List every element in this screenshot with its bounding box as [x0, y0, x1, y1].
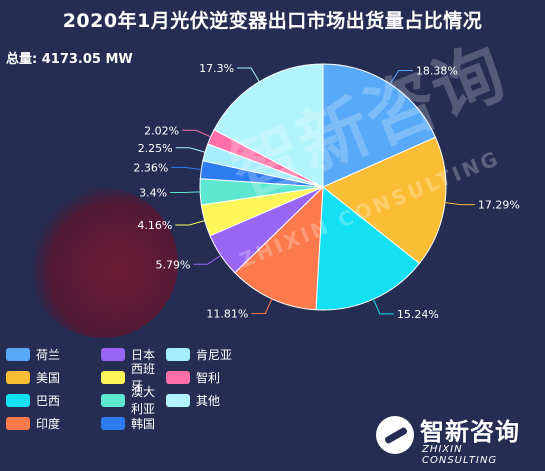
- background-logo-mark: [28, 188, 178, 338]
- data-label-其他: 17.3%: [199, 62, 234, 75]
- chart-title: 2020年1月光伏逆变器出口市场出货量占比情况: [62, 10, 483, 32]
- legend-item-日本[interactable]: 日本: [101, 346, 166, 362]
- legend-swatch: [166, 393, 190, 407]
- legend-swatch: [101, 416, 125, 430]
- legend-label: 印度: [36, 416, 61, 431]
- legend-label: 肯尼亚: [196, 347, 233, 362]
- data-label-荷兰: 18.38%: [416, 65, 458, 78]
- brand-logo-icon: [376, 416, 414, 454]
- legend-swatch: [101, 393, 125, 407]
- legend-label: 韩国: [131, 416, 156, 431]
- legend-item-韩国[interactable]: 韩国: [101, 415, 166, 431]
- legend-item-美国[interactable]: 美国: [6, 369, 101, 385]
- legend-label: 其他: [196, 393, 221, 408]
- legend-swatch: [101, 370, 125, 384]
- legend-label: 澳大利亚: [131, 385, 156, 416]
- data-label-美国: 17.29%: [478, 199, 520, 212]
- leader-line-日本: [193, 254, 222, 265]
- leader-line-韩国: [171, 166, 202, 171]
- data-label-澳大利亚: 3.4%: [139, 187, 167, 200]
- legend-label: 西班牙: [131, 362, 156, 393]
- legend-item-肯尼亚[interactable]: 肯尼亚: [166, 346, 261, 362]
- data-label-智利: 2.02%: [144, 124, 179, 137]
- leader-line-荷兰: [389, 70, 413, 85]
- legend-label: 巴西: [36, 393, 61, 408]
- brand-name-english: ZHIXIN CONSULTING: [422, 444, 498, 466]
- leader-line-巴西: [372, 299, 394, 315]
- legend-swatch: [101, 347, 125, 361]
- data-label-巴西: 15.24%: [397, 308, 439, 321]
- legend-label: 智利: [196, 370, 221, 385]
- legend-label: 荷兰: [36, 347, 61, 362]
- pie-slice-巴西: [315, 186, 421, 311]
- legend-swatch: [6, 347, 30, 361]
- data-label-韩国: 2.36%: [133, 161, 168, 174]
- leader-line-智利: [182, 129, 211, 138]
- legend-item-巴西[interactable]: 巴西: [6, 392, 101, 408]
- legend-item-荷兰[interactable]: 荷兰: [6, 346, 101, 362]
- leader-line-美国: [444, 202, 475, 206]
- legend-item-印度[interactable]: 印度: [6, 415, 101, 431]
- legend-label: 日本: [131, 347, 156, 362]
- legend-item-其他[interactable]: 其他: [166, 392, 261, 408]
- pie-slice-荷兰: [322, 63, 437, 188]
- legend-swatch: [6, 370, 30, 384]
- legend-item-澳大利亚[interactable]: 澳大利亚: [101, 385, 166, 416]
- legend-item-智利[interactable]: 智利: [166, 369, 261, 385]
- data-label-西班牙: 4.16%: [137, 219, 172, 232]
- data-label-日本: 5.79%: [156, 258, 191, 271]
- legend-swatch: [6, 416, 30, 430]
- legend-swatch: [6, 393, 30, 407]
- pie-slice-其他: [213, 63, 324, 188]
- legend-swatch: [166, 347, 190, 361]
- data-label-肯尼亚: 2.25%: [138, 142, 173, 155]
- leader-line-西班牙: [175, 220, 205, 226]
- pie-slice-美国: [322, 136, 447, 265]
- brand-name: 智新咨询: [420, 418, 520, 446]
- total-volume-label: 总量: 4173.05 MW: [6, 52, 133, 67]
- leader-line-其他: [237, 67, 260, 82]
- chart-legend: 荷兰 日本 肯尼亚美国 西班牙 智利巴西 澳大利亚 其他印度 韩国: [6, 346, 266, 431]
- legend-swatch: [166, 370, 190, 384]
- leader-line-澳大利亚: [170, 191, 201, 194]
- brand-logo: 智新咨询 ZHIXIN CONSULTING: [376, 410, 541, 466]
- legend-item-西班牙[interactable]: 西班牙: [101, 362, 166, 393]
- leader-line-印度: [251, 298, 273, 314]
- data-label-印度: 11.81%: [206, 307, 248, 320]
- leader-line-肯尼亚: [175, 147, 206, 153]
- legend-label: 美国: [36, 370, 61, 385]
